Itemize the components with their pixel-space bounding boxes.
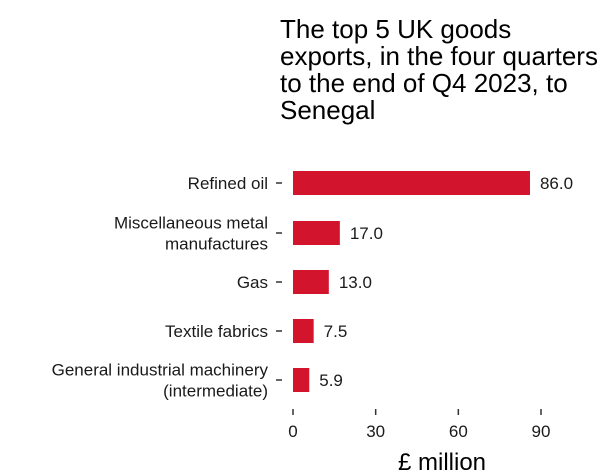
x-tick-label: 30 xyxy=(366,422,385,441)
x-tick-label: 0 xyxy=(288,422,297,441)
chart-title: The top 5 UK goods exports, in the four … xyxy=(280,14,598,125)
bar xyxy=(293,221,340,245)
data-label: 86.0 xyxy=(540,174,573,193)
category-label: Gas xyxy=(237,273,268,292)
data-label: 5.9 xyxy=(319,371,343,390)
data-label: 7.5 xyxy=(324,322,348,341)
bar xyxy=(293,270,329,294)
category-label: Refined oil xyxy=(188,174,268,193)
category-label: Miscellaneous metal manufactures xyxy=(114,214,268,254)
category-label: Textile fabrics xyxy=(165,322,268,341)
bar xyxy=(293,171,530,195)
x-axis-title: £ million xyxy=(398,449,486,474)
category-label: General industrial machinery (intermediat… xyxy=(52,361,269,401)
data-label: 13.0 xyxy=(339,273,372,292)
bar xyxy=(293,319,314,343)
data-label: 17.0 xyxy=(350,224,383,243)
bar xyxy=(293,368,310,392)
x-tick-label: 60 xyxy=(449,422,468,441)
x-tick-label: 90 xyxy=(532,422,551,441)
